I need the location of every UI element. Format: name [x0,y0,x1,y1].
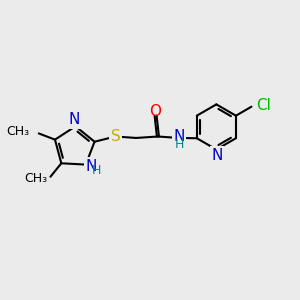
Text: N: N [85,158,97,173]
Text: Cl: Cl [256,98,271,113]
Text: O: O [150,104,162,119]
Text: N: N [211,148,223,163]
Text: H: H [92,164,101,177]
Text: CH₃: CH₃ [6,125,29,139]
Text: N: N [173,129,184,144]
Text: CH₃: CH₃ [24,172,47,185]
Text: N: N [68,112,80,128]
Text: S: S [110,129,120,144]
Text: H: H [175,138,184,151]
